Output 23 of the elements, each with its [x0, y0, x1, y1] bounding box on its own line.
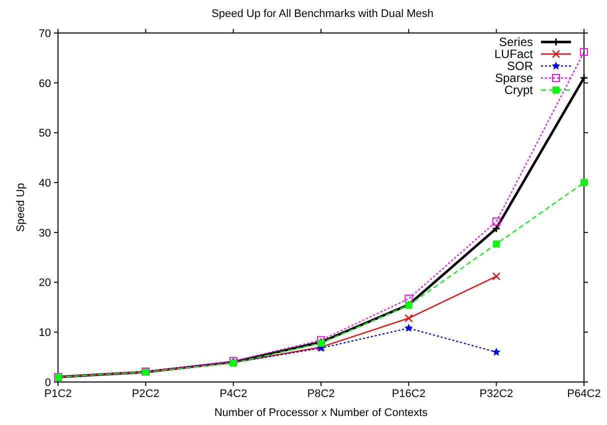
x-tick-label: P1C2	[44, 388, 72, 400]
y-tick-label: 50	[38, 128, 51, 140]
x-tick-label: P2C2	[132, 388, 160, 400]
chart-title: Speed Up for All Benchmarks with Dual Mesh	[210, 8, 434, 22]
x-tick-label: P32C2	[480, 388, 514, 400]
y-tick-label: 20	[38, 277, 51, 290]
y-tick-label: 70	[38, 28, 51, 40]
x-tick-label: P8C2	[307, 388, 335, 400]
x-tick-label: P64C2	[567, 388, 601, 400]
legend-label: Crypt	[504, 83, 533, 97]
legend-label: LUFact	[494, 47, 533, 61]
legend-label: Series	[498, 35, 533, 49]
y-tick-label: 10	[38, 327, 51, 340]
x-tick-label: P16C2	[392, 388, 426, 400]
y-tick-label: 60	[38, 78, 51, 90]
x-tick-label: P4C2	[220, 388, 248, 400]
y-tick-label: 0	[44, 376, 51, 389]
y-tick-label: 30	[38, 227, 51, 240]
y-axis-title: Speed Up	[14, 183, 27, 232]
legend-label: SOR	[506, 59, 533, 73]
legend-label: Sparse	[494, 71, 533, 85]
y-tick-label: 40	[38, 177, 51, 190]
x-axis-title: Number of Processor x Number of Contexts	[214, 407, 428, 419]
